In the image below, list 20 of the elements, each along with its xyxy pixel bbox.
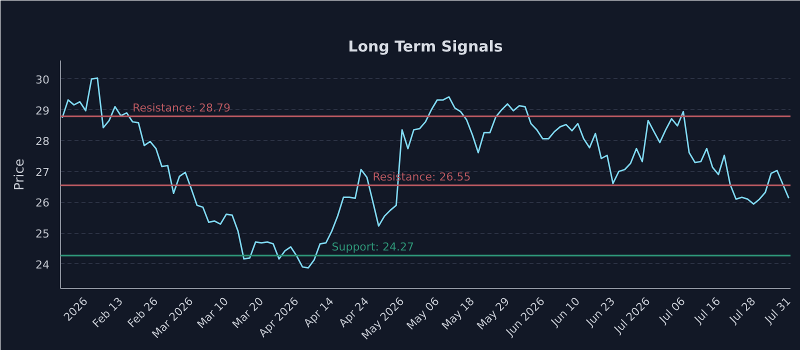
y-tick-label: 29 [36,104,50,118]
x-tick-label: Jul 28 [726,294,758,327]
y-tick-label: 30 [36,73,50,86]
ref-line-label: Support: 24.27 [332,240,414,254]
line-series [62,77,790,269]
x-tick-label: Mar 10 [194,294,231,332]
ref-line-label: Resistance: 28.79 [132,101,231,114]
x-tick-label: Apr 14 [301,294,336,330]
y-axis-title: Price [12,158,28,190]
x-tick-label: Jul 31 [762,294,794,327]
chart-title: Long Term Signals [348,38,503,56]
x-tick-label: Feb 13 [90,294,126,330]
x-tick-label: Jul 06 [656,294,688,327]
y-tick-label: 25 [36,228,50,241]
x-tick-label: Jul 16 [691,294,724,327]
x-tick-label: Jun 10 [548,294,582,330]
y-tick-label: 27 [36,166,50,179]
y-tick-label: 26 [36,196,50,210]
y-tick-label: 28 [36,135,50,148]
y-tick-label: 24 [36,258,50,272]
